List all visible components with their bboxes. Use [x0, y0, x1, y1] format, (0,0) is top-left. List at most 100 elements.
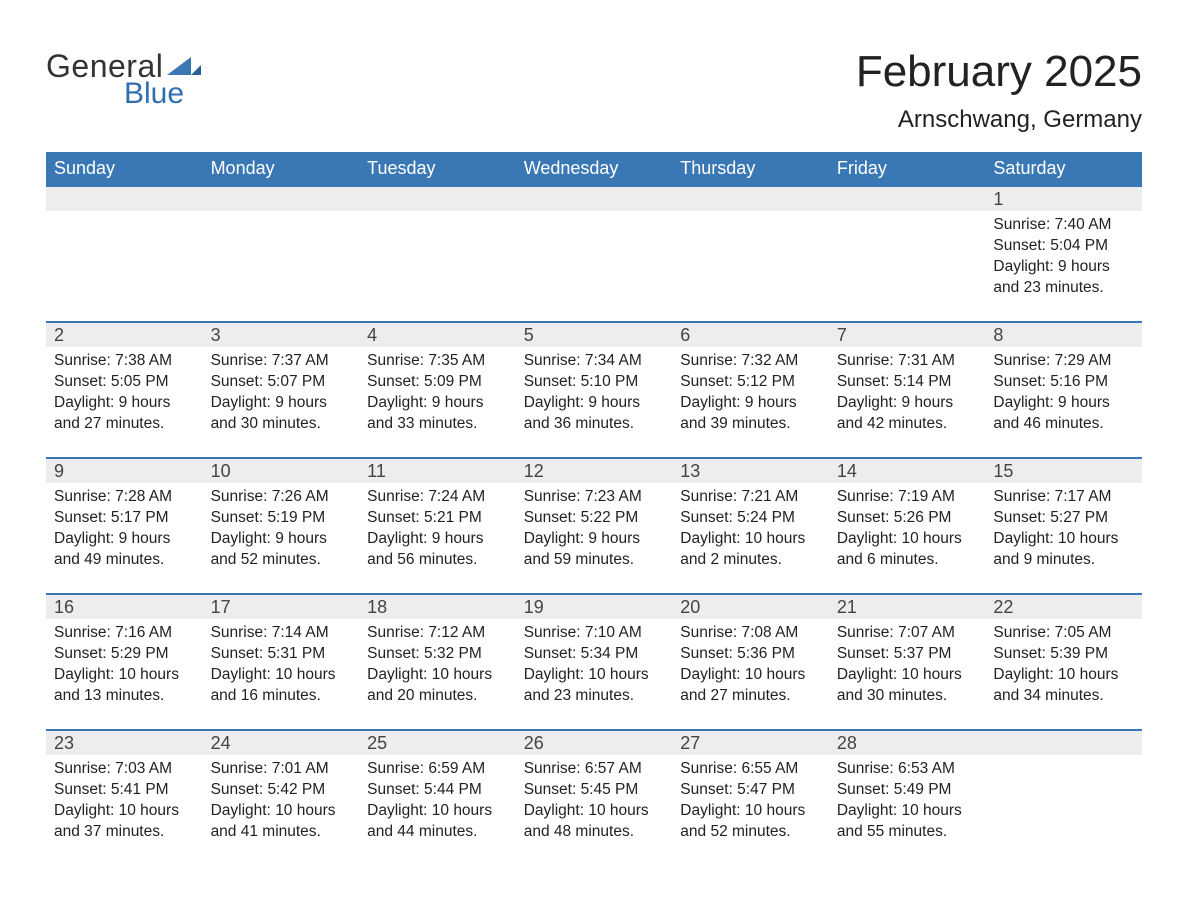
sunrise-value: 7:08 AM	[741, 624, 798, 641]
daylight-label: Daylight:	[211, 666, 276, 683]
sunset-line: Sunset: 5:36 PM	[680, 644, 821, 665]
sunset-value: 5:29 PM	[111, 645, 169, 662]
day-details: Sunrise: 6:53 AMSunset: 5:49 PMDaylight:…	[829, 755, 986, 847]
day-number: 28	[829, 731, 986, 755]
sunrise-label: Sunrise:	[993, 624, 1054, 641]
calendar-empty-cell	[672, 187, 829, 307]
daylight-label: Daylight:	[54, 666, 119, 683]
daylight-label: Daylight:	[54, 394, 119, 411]
day-number: 25	[359, 731, 516, 755]
daylight-label: Daylight:	[837, 802, 902, 819]
weeks-container: 1Sunrise: 7:40 AMSunset: 5:04 PMDaylight…	[46, 185, 1142, 851]
sunrise-value: 7:17 AM	[1055, 488, 1112, 505]
sunrise-value: 7:37 AM	[272, 352, 329, 369]
sunset-value: 5:44 PM	[424, 781, 482, 798]
sunset-label: Sunset:	[837, 781, 894, 798]
calendar-week: 2Sunrise: 7:38 AMSunset: 5:05 PMDaylight…	[46, 321, 1142, 443]
calendar: Sunday Monday Tuesday Wednesday Thursday…	[46, 152, 1142, 851]
sunrise-line: Sunrise: 7:01 AM	[211, 759, 352, 780]
sunset-label: Sunset:	[993, 509, 1050, 526]
daylight-label: Daylight:	[367, 802, 432, 819]
sunset-label: Sunset:	[680, 509, 737, 526]
day-number: 23	[46, 731, 203, 755]
sunrise-value: 7:16 AM	[115, 624, 172, 641]
brand-logo: General Blue	[46, 48, 201, 111]
sunrise-line: Sunrise: 6:53 AM	[837, 759, 978, 780]
daylight-line: Daylight: 9 hours and 59 minutes.	[524, 529, 665, 571]
daylight-line: Daylight: 10 hours and 6 minutes.	[837, 529, 978, 571]
sunrise-value: 6:57 AM	[585, 760, 642, 777]
sunset-value: 5:17 PM	[111, 509, 169, 526]
day-number: 12	[516, 459, 673, 483]
sunrise-label: Sunrise:	[993, 352, 1054, 369]
sunrise-label: Sunrise:	[211, 624, 272, 641]
day-details: Sunrise: 6:55 AMSunset: 5:47 PMDaylight:…	[672, 755, 829, 847]
daylight-line: Daylight: 10 hours and 13 minutes.	[54, 665, 195, 707]
sunrise-value: 7:40 AM	[1055, 216, 1112, 233]
calendar-empty-cell	[46, 187, 203, 307]
daylight-label: Daylight:	[211, 394, 276, 411]
calendar-day-cell: 27Sunrise: 6:55 AMSunset: 5:47 PMDayligh…	[672, 731, 829, 851]
sunset-label: Sunset:	[993, 237, 1050, 254]
daylight-line: Daylight: 10 hours and 48 minutes.	[524, 801, 665, 843]
brand-blue-text: Blue	[124, 77, 201, 111]
sunrise-line: Sunrise: 7:38 AM	[54, 351, 195, 372]
day-number: 8	[985, 323, 1142, 347]
header: General Blue February 2025 Arnschwang, G…	[46, 48, 1142, 134]
calendar-day-cell: 24Sunrise: 7:01 AMSunset: 5:42 PMDayligh…	[203, 731, 360, 851]
sunset-value: 5:14 PM	[894, 373, 952, 390]
calendar-day-cell: 13Sunrise: 7:21 AMSunset: 5:24 PMDayligh…	[672, 459, 829, 579]
sunrise-label: Sunrise:	[524, 624, 585, 641]
sunrise-label: Sunrise:	[367, 760, 428, 777]
day-details: Sunrise: 7:17 AMSunset: 5:27 PMDaylight:…	[985, 483, 1142, 575]
sunset-value: 5:05 PM	[111, 373, 169, 390]
sunrise-label: Sunrise:	[680, 488, 741, 505]
sunset-line: Sunset: 5:41 PM	[54, 780, 195, 801]
sunset-label: Sunset:	[837, 373, 894, 390]
month-title: February 2025	[856, 48, 1142, 96]
sunrise-line: Sunrise: 7:19 AM	[837, 487, 978, 508]
sunset-label: Sunset:	[211, 645, 268, 662]
sunset-label: Sunset:	[837, 509, 894, 526]
calendar-day-cell: 4Sunrise: 7:35 AMSunset: 5:09 PMDaylight…	[359, 323, 516, 443]
sunrise-line: Sunrise: 7:08 AM	[680, 623, 821, 644]
calendar-day-cell: 12Sunrise: 7:23 AMSunset: 5:22 PMDayligh…	[516, 459, 673, 579]
calendar-week: 1Sunrise: 7:40 AMSunset: 5:04 PMDaylight…	[46, 185, 1142, 307]
day-number: 9	[46, 459, 203, 483]
sunset-line: Sunset: 5:05 PM	[54, 372, 195, 393]
sunrise-line: Sunrise: 7:21 AM	[680, 487, 821, 508]
daylight-label: Daylight:	[837, 530, 902, 547]
calendar-day-cell: 8Sunrise: 7:29 AMSunset: 5:16 PMDaylight…	[985, 323, 1142, 443]
day-header: Wednesday	[516, 152, 673, 185]
daylight-line: Daylight: 10 hours and 44 minutes.	[367, 801, 508, 843]
sunrise-line: Sunrise: 7:34 AM	[524, 351, 665, 372]
sunset-line: Sunset: 5:29 PM	[54, 644, 195, 665]
sunset-line: Sunset: 5:17 PM	[54, 508, 195, 529]
day-details: Sunrise: 7:37 AMSunset: 5:07 PMDaylight:…	[203, 347, 360, 439]
sunrise-value: 7:35 AM	[428, 352, 485, 369]
daylight-line: Daylight: 9 hours and 46 minutes.	[993, 393, 1134, 435]
sunset-value: 5:24 PM	[737, 509, 795, 526]
daylight-label: Daylight:	[993, 530, 1058, 547]
sunrise-line: Sunrise: 7:07 AM	[837, 623, 978, 644]
sunset-value: 5:21 PM	[424, 509, 482, 526]
daylight-line: Daylight: 9 hours and 52 minutes.	[211, 529, 352, 571]
sunset-value: 5:34 PM	[581, 645, 639, 662]
sunrise-label: Sunrise:	[211, 352, 272, 369]
sunrise-label: Sunrise:	[524, 488, 585, 505]
day-header: Monday	[203, 152, 360, 185]
sunset-label: Sunset:	[680, 645, 737, 662]
day-number	[985, 731, 1142, 755]
sunset-value: 5:36 PM	[737, 645, 795, 662]
day-details: Sunrise: 7:07 AMSunset: 5:37 PMDaylight:…	[829, 619, 986, 711]
sunrise-line: Sunrise: 7:29 AM	[993, 351, 1134, 372]
sunrise-value: 6:59 AM	[428, 760, 485, 777]
sunset-line: Sunset: 5:04 PM	[993, 236, 1134, 257]
sunrise-value: 7:24 AM	[428, 488, 485, 505]
sunset-value: 5:07 PM	[267, 373, 325, 390]
sunset-label: Sunset:	[524, 373, 581, 390]
day-details: Sunrise: 7:31 AMSunset: 5:14 PMDaylight:…	[829, 347, 986, 439]
sunset-line: Sunset: 5:26 PM	[837, 508, 978, 529]
daylight-line: Daylight: 9 hours and 23 minutes.	[993, 257, 1134, 299]
daylight-line: Daylight: 10 hours and 41 minutes.	[211, 801, 352, 843]
